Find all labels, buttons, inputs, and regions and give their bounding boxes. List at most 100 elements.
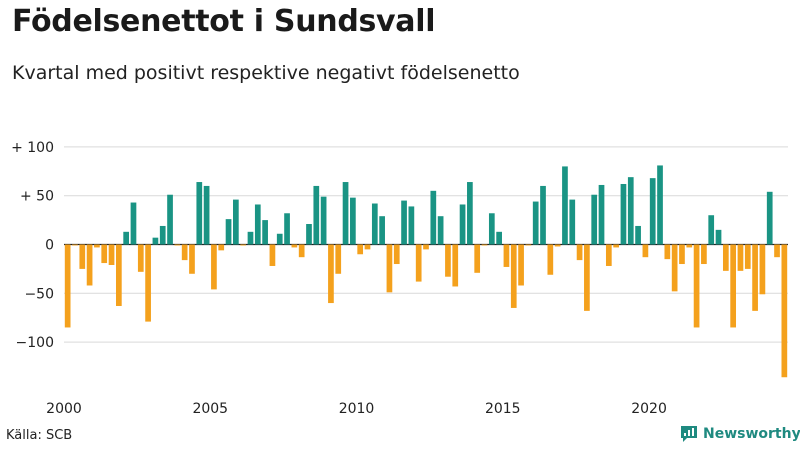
bar xyxy=(189,244,195,274)
y-tick-label: −50 xyxy=(24,286,54,302)
bar xyxy=(766,191,773,245)
x-tick-label: 2005 xyxy=(192,401,228,417)
bar xyxy=(613,244,619,248)
bar xyxy=(415,244,422,282)
bar xyxy=(496,231,502,245)
newsworthy-logo-icon xyxy=(681,426,697,442)
bar xyxy=(481,244,488,246)
bar xyxy=(357,244,364,255)
bar xyxy=(64,244,71,328)
bar xyxy=(108,244,115,265)
bar xyxy=(130,202,137,245)
bar xyxy=(364,244,371,250)
bar xyxy=(137,244,144,272)
bar xyxy=(569,199,576,245)
bar xyxy=(554,244,561,247)
bar xyxy=(591,194,598,245)
bar xyxy=(627,177,634,245)
bar xyxy=(247,231,254,245)
y-tick-label: 0 xyxy=(45,238,54,254)
bar xyxy=(657,165,663,245)
bar xyxy=(437,216,444,245)
bar xyxy=(408,206,415,245)
bar xyxy=(664,244,671,260)
chart-subtitle: Kvartal med positivt respektive negativt… xyxy=(12,62,520,84)
y-tick-label: + 100 xyxy=(11,140,54,156)
bar xyxy=(342,182,349,245)
bar xyxy=(320,196,327,245)
bar xyxy=(152,237,159,245)
bar xyxy=(547,244,554,275)
bar xyxy=(598,184,605,245)
brand-name: Newsworthy xyxy=(703,426,800,442)
bar xyxy=(430,190,437,245)
bar xyxy=(123,231,130,245)
y-tick-label: + 50 xyxy=(20,189,54,205)
bar xyxy=(540,185,546,245)
bar xyxy=(386,244,393,293)
bar xyxy=(737,244,744,271)
bar xyxy=(203,185,210,245)
x-tick-label: 2015 xyxy=(485,401,521,417)
bar xyxy=(774,244,780,258)
bar xyxy=(744,244,751,269)
bar xyxy=(525,244,532,246)
bar xyxy=(306,224,312,245)
bar xyxy=(576,244,583,261)
bar xyxy=(693,244,700,328)
bar xyxy=(211,244,217,290)
bar xyxy=(181,244,188,261)
bar xyxy=(635,225,641,245)
bar xyxy=(584,244,590,311)
bar xyxy=(371,203,378,245)
bar xyxy=(759,244,766,295)
bar xyxy=(781,244,788,378)
bar xyxy=(254,204,261,245)
bar xyxy=(452,244,459,287)
bar xyxy=(518,244,524,286)
bar xyxy=(276,233,283,245)
bar xyxy=(284,213,290,245)
x-tick-label: 2010 xyxy=(339,401,375,417)
bar xyxy=(722,244,729,271)
bar xyxy=(335,244,342,274)
bar xyxy=(510,244,517,308)
bar xyxy=(393,244,400,265)
y-tick-label: −100 xyxy=(16,335,54,351)
bar xyxy=(167,194,173,245)
bar xyxy=(401,200,407,245)
source-note: Källa: SCB xyxy=(6,428,73,443)
bar xyxy=(423,244,429,250)
bar xyxy=(291,244,298,248)
bar xyxy=(686,244,693,248)
bar xyxy=(730,244,737,328)
bar xyxy=(328,244,334,304)
bar xyxy=(679,244,685,265)
bar xyxy=(115,244,122,306)
bar xyxy=(445,244,451,277)
bar xyxy=(642,244,649,258)
chart-title: Födelsenettot i Sundsvall xyxy=(12,4,436,39)
bar xyxy=(532,201,539,245)
bar xyxy=(350,197,356,245)
bar xyxy=(79,244,86,269)
bar xyxy=(605,244,612,266)
bar xyxy=(94,244,100,248)
bar xyxy=(671,244,678,292)
bar xyxy=(715,229,722,245)
bar xyxy=(72,244,78,246)
bar xyxy=(313,185,320,245)
brand-logo: Newsworthy xyxy=(680,425,800,443)
bar xyxy=(269,244,276,266)
bar xyxy=(86,244,93,286)
bar xyxy=(503,244,510,267)
bar xyxy=(174,244,181,246)
bar xyxy=(262,220,268,245)
bar xyxy=(562,166,568,245)
bar xyxy=(649,178,656,245)
bar xyxy=(101,244,108,264)
bar xyxy=(620,183,627,245)
bar xyxy=(467,182,473,245)
bar xyxy=(701,244,707,265)
